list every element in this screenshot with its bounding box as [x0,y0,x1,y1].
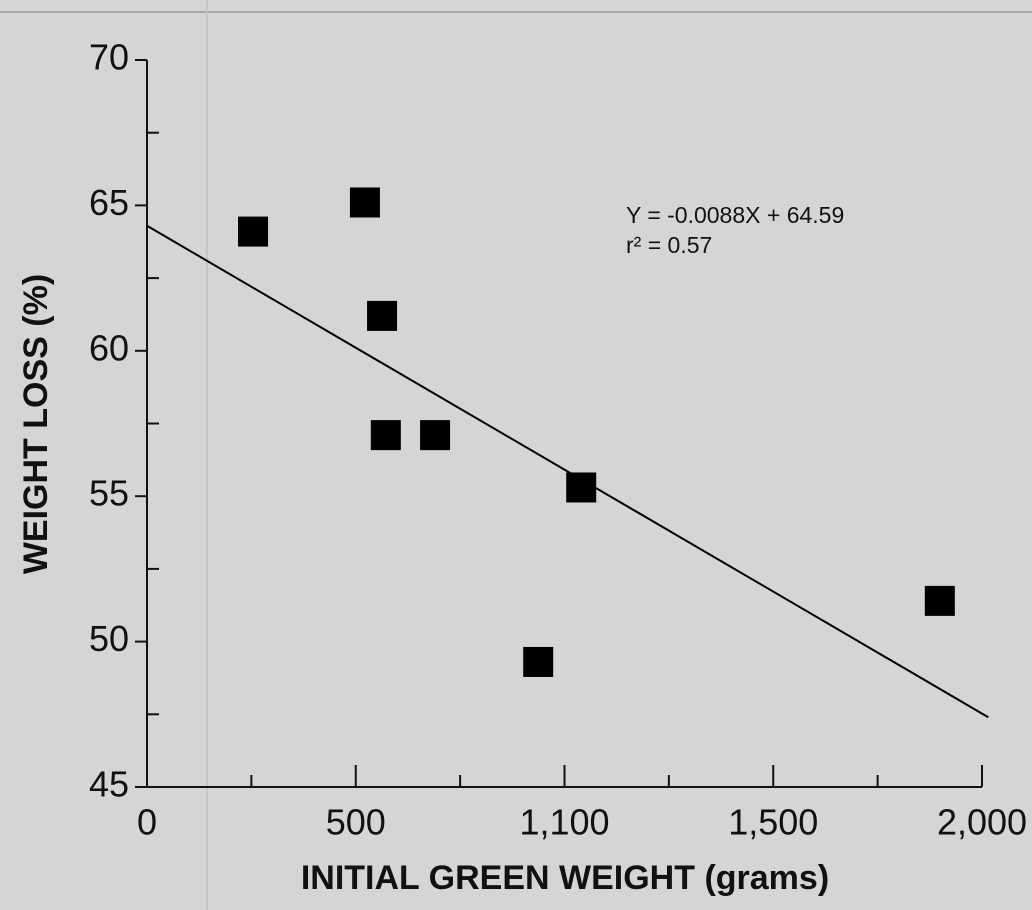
y-tick-label: 55 [89,473,129,514]
x-tick-label: 2,000 [937,802,1027,843]
x-tick-label: 1,100 [519,802,609,843]
r-squared: r² = 0.57 [626,232,712,258]
y-tick-label: 70 [89,37,129,78]
x-tick-label: 0 [137,802,157,843]
point [420,420,451,451]
equation: Y = -0.0088X + 64.59 [626,202,844,228]
y-tick-label: 50 [89,618,129,659]
x-axis-title: INITIAL GREEN WEIGHT (grams) [301,859,829,897]
point [566,472,597,503]
fit-line [146,224,989,719]
point [523,646,554,677]
point [367,300,398,331]
point [370,420,401,451]
y-tick-label: 60 [89,327,129,368]
y-tick-label: 45 [89,764,129,805]
y-tick-label: 65 [89,182,129,223]
x-tick-label: 1,500 [728,802,818,843]
x-tick-label: 500 [326,802,386,843]
point [238,216,269,247]
point [924,585,955,616]
point [349,187,380,218]
y-axis-title: WEIGHT LOSS (%) [17,274,55,574]
